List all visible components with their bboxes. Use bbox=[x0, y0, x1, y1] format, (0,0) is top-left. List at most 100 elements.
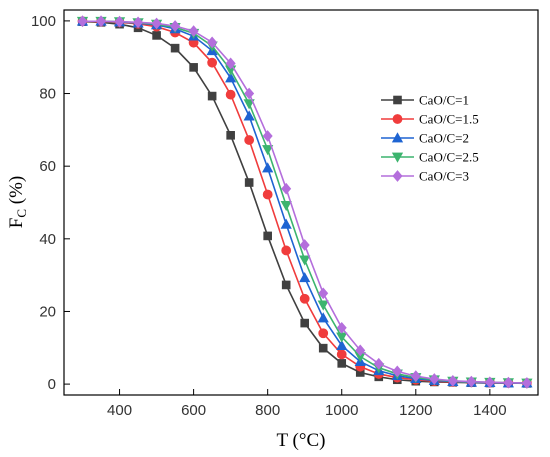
data-point bbox=[243, 110, 255, 121]
data-point bbox=[299, 293, 310, 304]
data-point bbox=[262, 130, 273, 142]
legend-item: CaO/C=1 bbox=[381, 93, 469, 108]
series-line bbox=[82, 20, 527, 384]
data-point bbox=[410, 370, 421, 382]
data-point bbox=[170, 20, 181, 32]
data-point bbox=[207, 91, 217, 101]
data-point bbox=[336, 349, 347, 360]
x-tick-label: 1000 bbox=[325, 402, 358, 419]
legend-label: CaO/C=2 bbox=[419, 131, 469, 146]
data-point bbox=[281, 182, 292, 195]
y-tick-label: 20 bbox=[39, 303, 56, 320]
data-point bbox=[299, 239, 310, 251]
data-point bbox=[299, 271, 311, 283]
data-point bbox=[263, 231, 272, 241]
data-point bbox=[170, 43, 180, 53]
data-point bbox=[392, 365, 403, 378]
data-point bbox=[337, 359, 347, 368]
data-point bbox=[447, 374, 458, 387]
data-point bbox=[244, 135, 255, 145]
data-point bbox=[484, 376, 495, 389]
legend-label: CaO/C=1.5 bbox=[419, 112, 479, 127]
data-point bbox=[317, 300, 329, 311]
data-point bbox=[225, 72, 237, 83]
data-point bbox=[280, 201, 292, 212]
data-point bbox=[262, 145, 274, 156]
legend-item: CaO/C=2.5 bbox=[381, 150, 479, 165]
data-point bbox=[152, 31, 161, 40]
x-tick-label: 1200 bbox=[399, 402, 432, 419]
legend-label: CaO/C=2.5 bbox=[419, 150, 479, 165]
data-point bbox=[521, 377, 532, 389]
data-point bbox=[373, 357, 384, 370]
series-line bbox=[82, 20, 527, 384]
data-point bbox=[336, 321, 347, 334]
data-point bbox=[244, 87, 255, 100]
data-point bbox=[300, 318, 310, 328]
legend-marker bbox=[393, 95, 402, 105]
legend-label: CaO/C=1 bbox=[419, 93, 469, 108]
y-tick-label: 60 bbox=[39, 158, 56, 175]
y-tick-label: 0 bbox=[48, 376, 56, 393]
y-axis: 0 20 40 60 80 100 bbox=[31, 13, 70, 393]
data-point bbox=[96, 15, 107, 28]
data-point bbox=[262, 162, 274, 173]
data-point bbox=[114, 15, 125, 28]
data-point bbox=[281, 245, 292, 256]
data-point bbox=[299, 255, 311, 266]
data-point bbox=[188, 25, 199, 37]
data-point bbox=[318, 343, 328, 353]
data-point bbox=[466, 375, 477, 388]
y-tick-label: 80 bbox=[39, 86, 56, 103]
data-point bbox=[225, 89, 236, 100]
data-point bbox=[226, 131, 235, 140]
y-axis-title: FC (%) bbox=[6, 176, 29, 228]
data-point bbox=[429, 373, 440, 385]
data-point bbox=[262, 189, 273, 200]
y-tick-label: 40 bbox=[39, 231, 56, 248]
data-point bbox=[503, 376, 514, 389]
data-point bbox=[207, 57, 218, 68]
data-point bbox=[133, 16, 144, 29]
x-axis: 400 600 800 1000 1200 1400 bbox=[107, 389, 507, 419]
legend-marker bbox=[392, 170, 403, 182]
series-line bbox=[82, 20, 527, 384]
x-tick-label: 400 bbox=[107, 402, 132, 419]
series-5 bbox=[77, 15, 532, 389]
x-axis-title: T (°C) bbox=[277, 430, 326, 451]
x-tick-label: 800 bbox=[255, 402, 280, 419]
series-1 bbox=[78, 17, 532, 388]
legend: CaO/C=1 CaO/C=1.5 CaO/C=2 CaO/C=2.5 CaO/C=3 bbox=[381, 93, 479, 184]
data-point bbox=[317, 312, 329, 323]
data-point bbox=[151, 17, 162, 30]
series-2 bbox=[77, 16, 532, 388]
x-tick-label: 600 bbox=[181, 402, 206, 419]
legend-marker bbox=[391, 132, 404, 143]
plot-frame bbox=[63, 9, 539, 396]
data-point bbox=[281, 280, 291, 290]
y-axis-title-unit: (%) bbox=[6, 176, 27, 209]
data-point bbox=[280, 218, 292, 229]
x-tick-label: 1400 bbox=[473, 402, 506, 419]
series-4 bbox=[76, 16, 533, 389]
y-tick-label: 100 bbox=[31, 13, 56, 30]
data-point bbox=[318, 287, 329, 300]
legend-marker bbox=[391, 152, 404, 163]
series-3 bbox=[76, 15, 533, 388]
legend-item: CaO/C=3 bbox=[381, 169, 469, 184]
data-point bbox=[77, 15, 88, 28]
data-point bbox=[207, 36, 218, 49]
series-line bbox=[82, 20, 527, 384]
legend-item: CaO/C=1.5 bbox=[381, 112, 479, 127]
y-axis-title-main: F bbox=[6, 218, 27, 229]
legend-item: CaO/C=2 bbox=[381, 131, 469, 146]
data-point bbox=[189, 63, 198, 72]
data-point bbox=[318, 328, 329, 339]
data-point bbox=[355, 344, 366, 357]
data-point bbox=[243, 99, 255, 110]
series-line bbox=[82, 20, 527, 385]
y-axis-title-subscript: C bbox=[14, 209, 29, 218]
legend-marker bbox=[392, 114, 403, 124]
data-point bbox=[225, 57, 236, 70]
